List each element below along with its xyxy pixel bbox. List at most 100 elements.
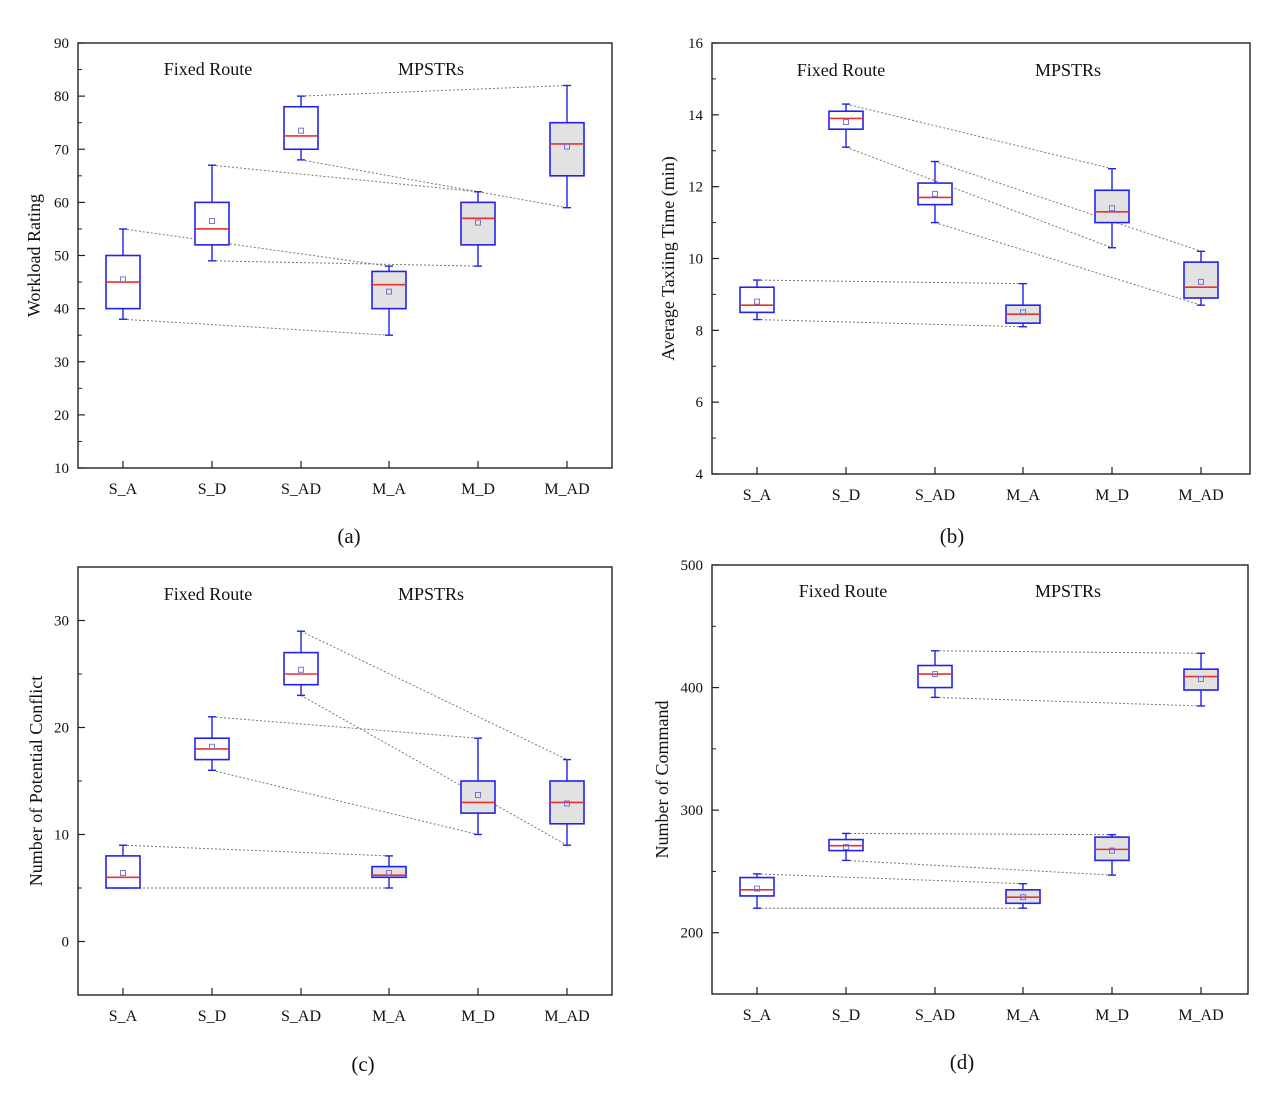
mean-marker [564,143,570,150]
box-S_A [739,279,775,321]
annotation-mpstrs: MPSTRs [398,584,464,604]
mean-marker [209,743,215,750]
chart-panel-c: 0 10 20 30 S_A S_D S_AD M_A M_D M_AD Number of Pot… [0,547,633,1094]
chart-svg-c: 0 10 20 30 S_A S_D S_AD M_A M_D M_AD Number of Pot… [26,566,613,1025]
iqr-box [105,855,141,889]
connector-line [756,873,1024,885]
connector-line [934,161,1202,252]
box-M_A [1005,882,1041,909]
y-tick-label: 6 [696,395,704,411]
connector-line [756,319,1024,328]
connector-line [122,318,390,336]
box-S_A [105,844,141,889]
connector-line [211,716,479,739]
mean-marker [1198,676,1204,682]
x-tick-label: M_D [1095,1007,1129,1024]
box-M_AD [1183,652,1219,707]
box-S_A [105,228,141,320]
x-tick-label: M_D [461,1008,495,1025]
mean-marker [754,298,760,305]
mean-marker [1109,205,1115,212]
mean-marker [932,671,938,678]
y-tick-label: 8 [696,323,704,339]
panel-label-c: (c) [351,1052,375,1076]
mean-marker [932,190,938,197]
x-tick-label: M_A [372,1008,406,1025]
x-tick-label: S_AD [915,1007,955,1024]
x-tick-label: S_D [832,1007,860,1024]
iqr-box [371,270,407,310]
box-S_AD [917,160,953,224]
connector-line [122,228,390,267]
y-tick-label: 16 [688,36,704,52]
iqr-box [1183,668,1219,691]
annotation-mpstrs: MPSTRs [1035,581,1101,601]
mean-marker [209,218,215,224]
y-tick-label: 60 [54,195,69,211]
box-S_AD [283,95,319,161]
box-S_A [739,873,775,909]
iqr-box [739,286,775,314]
mean-marker [1109,847,1115,854]
iqr-box [917,182,953,206]
x-tick-label: M_A [372,481,406,498]
plot-frame [711,564,1249,995]
x-tick-label: M_D [461,481,495,498]
y-tick-label: 20 [54,721,69,737]
x-tick-label: S_AD [915,487,955,504]
annotation-fixed-route: Fixed Route [799,581,888,601]
mean-marker [843,119,849,125]
x-tick-label: M_AD [1178,487,1223,504]
chart-panel-b: 4 6 8 10 12 14 16 S_A S_D S_AD M_A M_D M_AD Average T… [634,0,1267,547]
panel-label-a: (a) [337,524,361,548]
panel-label-b: (b) [939,524,965,548]
annotation-fixed-route: Fixed Route [164,584,253,604]
y-tick-label: 30 [54,355,69,371]
y-tick-label: 40 [54,302,69,318]
iqr-box [371,865,407,879]
iqr-box [460,201,496,246]
plot-frame [77,42,613,469]
y-tick-label: 90 [54,36,69,52]
y-tick-label: 70 [54,142,69,158]
mean-marker [475,791,481,798]
iqr-box [828,110,864,131]
mean-marker [564,800,570,807]
box-S_AD [283,630,319,697]
box-S_D [828,832,864,862]
connector-line [845,146,1113,249]
x-tick-label: S_AD [281,1008,321,1025]
y-tick-label: 300 [681,803,704,819]
x-tick-label: S_A [743,487,772,504]
panel-label-d: (d) [949,1050,975,1074]
connector-line [122,844,390,857]
y-tick-label: 50 [54,249,69,265]
mean-marker [298,666,304,673]
connector-line [300,85,568,97]
x-tick-label: S_AD [281,481,321,498]
mean-marker [1198,278,1204,285]
chart-panel-a: 10 20 30 40 50 60 70 80 90 S_A S_D S_AD M_A M_D M_AD Wo… [0,0,633,547]
connector-line [300,159,568,209]
mean-marker [386,288,392,295]
box-M_AD [549,84,585,209]
box-M_D [1094,833,1130,876]
y-tick-label: 10 [688,252,703,268]
chart-svg-d: 200 300 400 500 S_A S_D S_AD M_A M_D M_AD Number o… [652,558,1249,1024]
box-S_D [194,716,230,772]
x-tick-label: M_A [1006,487,1040,504]
box-M_A [371,855,407,889]
iqr-box [739,876,775,897]
iqr-box [283,651,319,686]
annotation-mpstrs: MPSTRs [1035,60,1101,80]
y-axis-label: Workload Rating [24,194,44,317]
connector-line [934,696,1202,707]
y-tick-label: 0 [62,935,70,951]
y-axis-label: Average Taxiing Time (min) [658,156,679,361]
x-tick-label: S_D [198,481,226,498]
plot-frame [77,566,613,996]
box-M_A [1005,282,1041,328]
mean-marker [298,127,304,134]
connector-line [211,164,479,193]
y-axis-label: Number of Potential Conflict [26,676,46,886]
